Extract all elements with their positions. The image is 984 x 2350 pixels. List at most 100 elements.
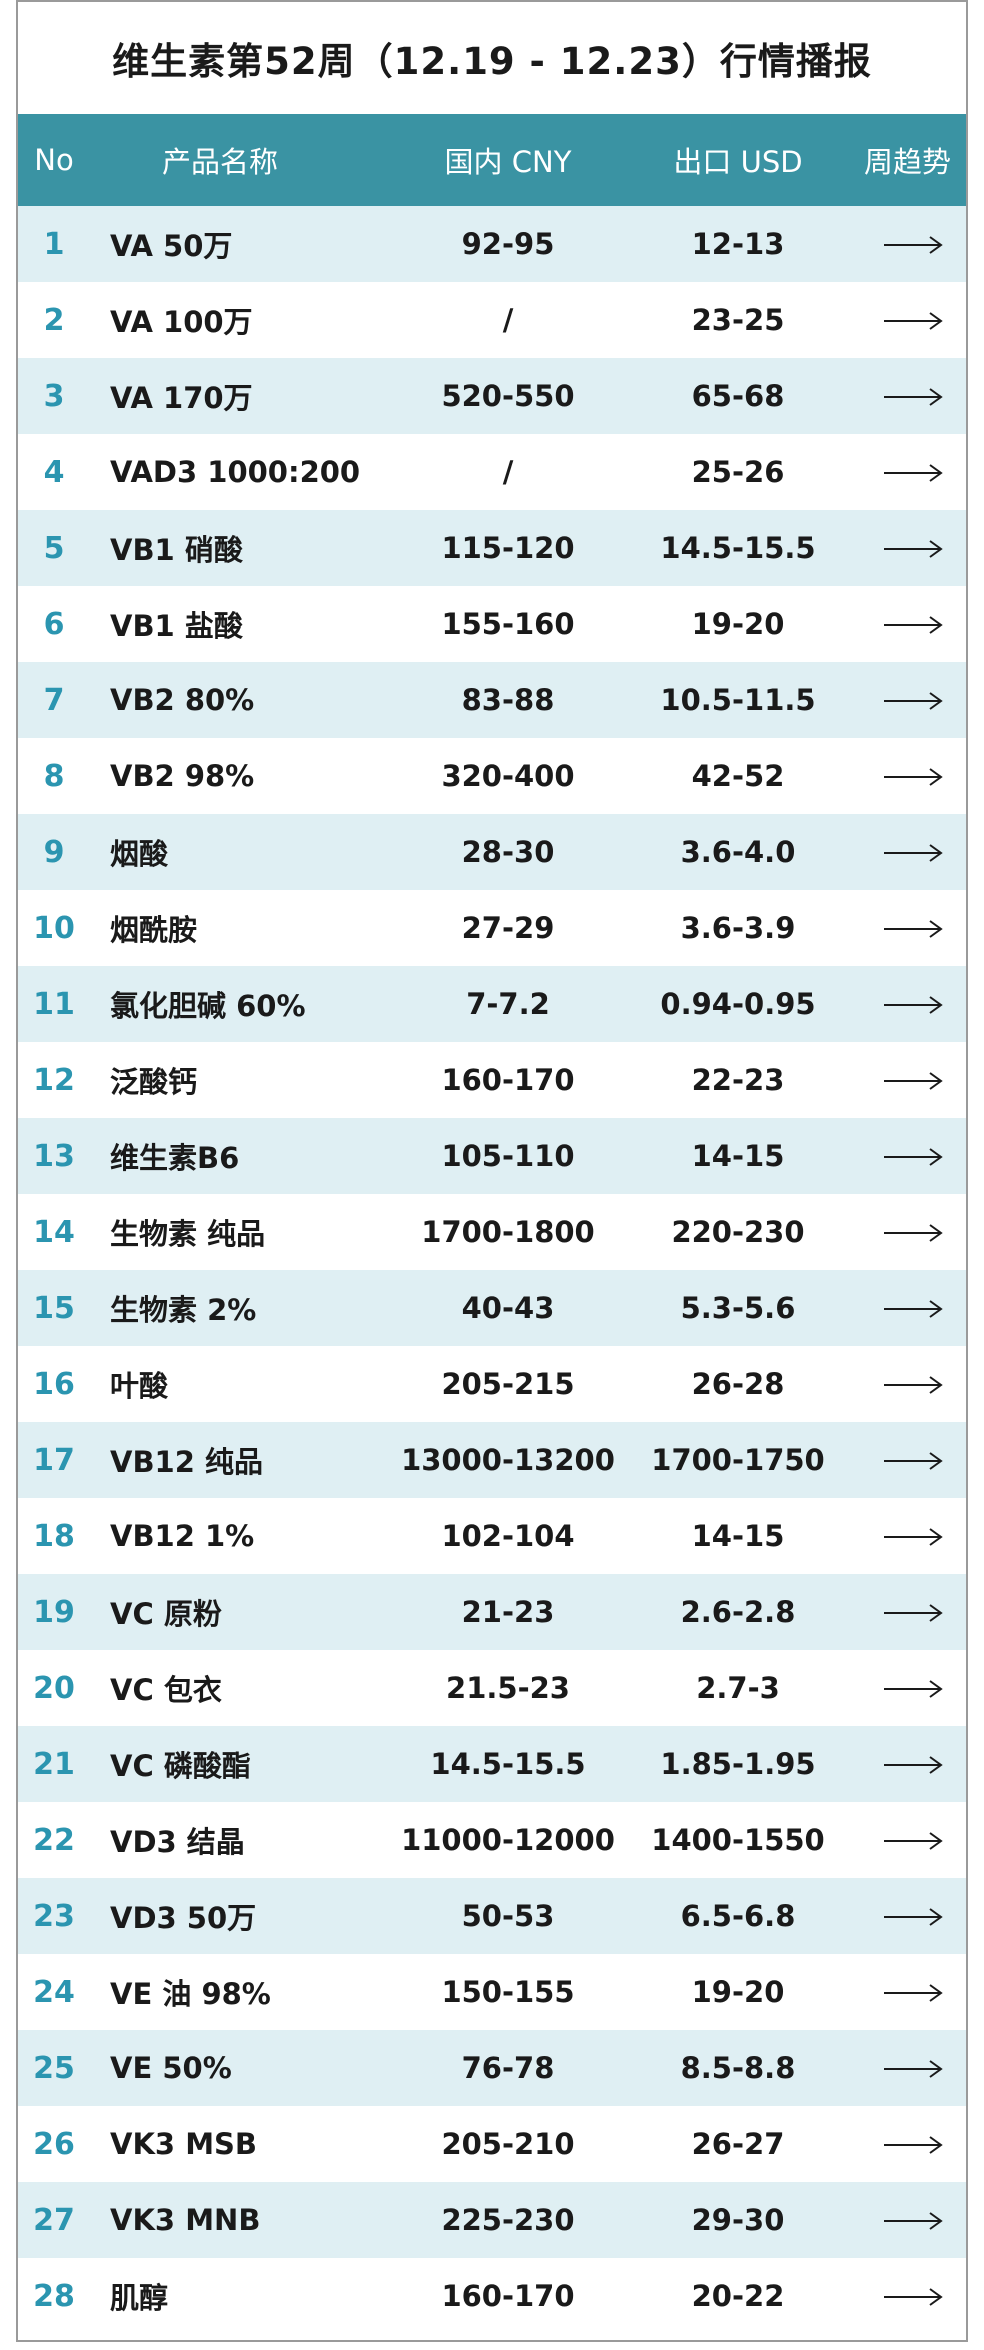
right-arrow-icon xyxy=(884,1148,943,1166)
right-arrow-icon xyxy=(884,1680,943,1698)
weekly-trend xyxy=(858,1042,968,1118)
table-row: 8 VB2 98% 320-400 42-52 xyxy=(18,738,966,814)
weekly-trend xyxy=(858,1726,968,1802)
table-row: 27 VK3 MNB 225-230 29-30 xyxy=(18,2182,966,2258)
product-name: 维生素B6 xyxy=(110,1141,240,1175)
domestic-price-cny: 21-23 xyxy=(461,1595,555,1629)
weekly-trend xyxy=(858,1270,968,1346)
weekly-trend xyxy=(858,510,968,586)
export-price-usd: 23-25 xyxy=(691,303,785,337)
row-number: 3 xyxy=(43,378,65,414)
weekly-trend xyxy=(858,738,968,814)
right-arrow-icon xyxy=(884,2136,943,2154)
product-name: 生物素 2% xyxy=(110,1293,257,1327)
export-price-usd: 20-22 xyxy=(691,2279,785,2313)
weekly-trend xyxy=(858,1878,968,1954)
export-price-usd: 12-13 xyxy=(691,227,785,261)
weekly-trend xyxy=(858,1954,968,2030)
product-name: VAD3 1000:200 xyxy=(110,455,361,489)
domestic-price-cny: 102-104 xyxy=(441,1519,575,1553)
table-row: 2 VA 100万 / 23-25 xyxy=(18,282,966,358)
domestic-price-cny: 115-120 xyxy=(441,531,575,565)
table-row: 12 泛酸钙 160-170 22-23 xyxy=(18,1042,966,1118)
table-row: 1 VA 50万 92-95 12-13 xyxy=(18,206,966,282)
export-price-usd: 25-26 xyxy=(691,455,785,489)
row-number: 28 xyxy=(33,2278,75,2314)
weekly-trend xyxy=(858,2258,968,2334)
weekly-trend xyxy=(858,1346,968,1422)
weekly-trend xyxy=(858,434,968,510)
right-arrow-icon xyxy=(884,996,943,1014)
domestic-price-cny: / xyxy=(502,303,514,337)
export-price-usd: 26-28 xyxy=(691,1367,785,1401)
export-price-usd: 19-20 xyxy=(691,607,785,641)
right-arrow-icon xyxy=(884,1756,943,1774)
product-name: VB2 98% xyxy=(110,759,255,793)
product-name: VB12 纯品 xyxy=(110,1445,264,1479)
right-arrow-icon xyxy=(884,236,943,254)
right-arrow-icon xyxy=(884,844,943,862)
export-price-usd: 26-27 xyxy=(691,2127,785,2161)
right-arrow-icon xyxy=(884,2212,943,2230)
domestic-price-cny: 160-170 xyxy=(441,2279,575,2313)
export-price-usd: 2.6-2.8 xyxy=(680,1595,796,1629)
table-row: 23 VD3 50万 50-53 6.5-6.8 xyxy=(18,1878,966,1954)
table-row: 5 VB1 硝酸 115-120 14.5-15.5 xyxy=(18,510,966,586)
weekly-trend xyxy=(858,1574,968,1650)
domestic-price-cny: 11000-12000 xyxy=(401,1823,615,1857)
row-number: 18 xyxy=(33,1518,75,1554)
table-row: 25 VE 50% 76-78 8.5-8.8 xyxy=(18,2030,966,2106)
row-number: 20 xyxy=(33,1670,75,1706)
export-price-usd: 14-15 xyxy=(691,1139,785,1173)
domestic-price-cny: 27-29 xyxy=(461,911,555,945)
table-row: 20 VC 包衣 21.5-23 2.7-3 xyxy=(18,1650,966,1726)
row-number: 17 xyxy=(33,1442,75,1478)
weekly-trend xyxy=(858,2182,968,2258)
row-number: 5 xyxy=(43,530,65,566)
right-arrow-icon xyxy=(884,1984,943,2002)
table-row: 21 VC 磷酸酯 14.5-15.5 1.85-1.95 xyxy=(18,1726,966,1802)
right-arrow-icon xyxy=(884,1908,943,1926)
report-title: 维生素第52周（12.19 - 12.23）行情播报 xyxy=(112,40,872,83)
row-number: 22 xyxy=(33,1822,75,1858)
weekly-trend xyxy=(858,1498,968,1574)
domestic-price-cny: / xyxy=(502,455,514,489)
table-row: 18 VB12 1% 102-104 14-15 xyxy=(18,1498,966,1574)
row-number: 25 xyxy=(33,2050,75,2086)
right-arrow-icon xyxy=(884,1528,943,1546)
product-name: VB2 80% xyxy=(110,683,255,717)
weekly-trend xyxy=(858,662,968,738)
product-name: VE 油 98% xyxy=(110,1977,271,2011)
domestic-price-cny: 7-7.2 xyxy=(466,987,550,1021)
row-number: 23 xyxy=(33,1898,75,1934)
row-number: 21 xyxy=(33,1746,75,1782)
right-arrow-icon xyxy=(884,388,943,406)
right-arrow-icon xyxy=(884,920,943,938)
right-arrow-icon xyxy=(884,464,943,482)
weekly-trend xyxy=(858,282,968,358)
table-row: 3 VA 170万 520-550 65-68 xyxy=(18,358,966,434)
weekly-trend xyxy=(858,1118,968,1194)
product-name: VC 包衣 xyxy=(110,1673,222,1707)
row-number: 1 xyxy=(43,226,65,262)
price-report-table: 维生素第52周（12.19 - 12.23）行情播报 No 产品名称 国内 CN… xyxy=(16,0,968,2342)
row-number: 6 xyxy=(43,606,65,642)
right-arrow-icon xyxy=(884,1452,943,1470)
product-name: VK3 MNB xyxy=(110,2203,261,2237)
export-price-usd: 8.5-8.8 xyxy=(680,2051,796,2085)
export-price-usd: 10.5-11.5 xyxy=(660,683,816,717)
row-number: 24 xyxy=(33,1974,75,2010)
domestic-price-cny: 205-210 xyxy=(441,2127,575,2161)
table-row: 14 生物素 纯品 1700-1800 220-230 xyxy=(18,1194,966,1270)
right-arrow-icon xyxy=(884,1832,943,1850)
header-weekly-trend: 周趋势 xyxy=(864,145,952,179)
domestic-price-cny: 320-400 xyxy=(441,759,575,793)
row-number: 4 xyxy=(43,454,65,490)
table-body: 1 VA 50万 92-95 12-13 2 VA 100万 / 23-25 3 VA 170万 5… xyxy=(18,206,966,2334)
row-number: 8 xyxy=(43,758,65,794)
table-row: 28 肌醇 160-170 20-22 xyxy=(18,2258,966,2334)
row-number: 19 xyxy=(33,1594,75,1630)
domestic-price-cny: 150-155 xyxy=(441,1975,575,2009)
right-arrow-icon xyxy=(884,768,943,786)
right-arrow-icon xyxy=(884,1300,943,1318)
